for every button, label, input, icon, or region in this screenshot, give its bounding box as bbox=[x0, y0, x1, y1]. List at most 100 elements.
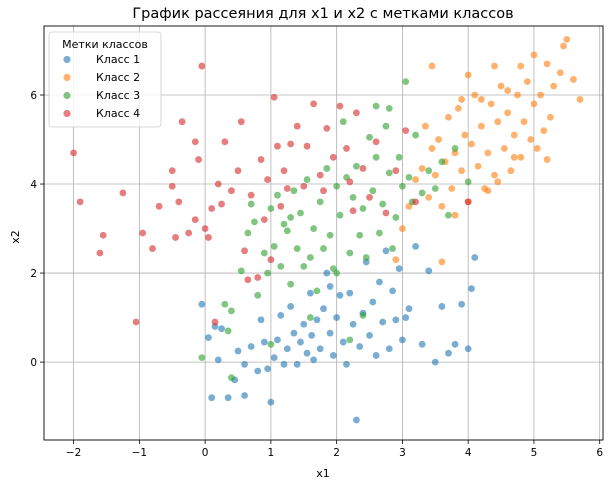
data-point bbox=[461, 131, 469, 139]
data-point bbox=[349, 193, 357, 201]
data-point bbox=[99, 231, 107, 239]
data-point bbox=[504, 87, 512, 94]
data-point bbox=[382, 122, 390, 130]
x-tick-label: 1 bbox=[268, 447, 275, 459]
data-point bbox=[474, 162, 482, 170]
data-point bbox=[385, 169, 393, 177]
data-point bbox=[418, 340, 426, 348]
data-point bbox=[241, 247, 248, 255]
data-point bbox=[300, 262, 308, 270]
data-point bbox=[277, 311, 285, 319]
legend-box bbox=[48, 31, 162, 128]
data-point bbox=[228, 374, 235, 382]
data-point bbox=[445, 349, 452, 357]
data-point bbox=[412, 176, 419, 183]
data-point bbox=[471, 254, 479, 261]
data-point bbox=[297, 338, 304, 346]
data-point bbox=[316, 345, 324, 353]
data-point bbox=[287, 280, 295, 288]
data-point bbox=[346, 249, 354, 257]
data-point bbox=[399, 225, 406, 232]
data-point bbox=[218, 325, 225, 333]
data-point bbox=[497, 82, 505, 90]
data-point bbox=[464, 178, 472, 186]
data-point bbox=[277, 262, 285, 270]
data-point bbox=[507, 167, 515, 175]
data-point bbox=[205, 334, 212, 342]
data-point bbox=[395, 265, 403, 273]
data-point bbox=[257, 316, 265, 324]
data-point bbox=[300, 320, 308, 328]
data-point bbox=[320, 305, 327, 313]
data-point bbox=[175, 198, 183, 206]
data-point bbox=[264, 365, 271, 373]
data-point bbox=[333, 314, 341, 321]
data-point bbox=[270, 93, 278, 101]
data-point bbox=[484, 149, 492, 157]
data-point bbox=[438, 303, 446, 310]
data-point bbox=[339, 118, 347, 126]
data-point bbox=[76, 198, 84, 206]
data-point bbox=[234, 167, 242, 175]
data-point bbox=[277, 202, 285, 210]
data-point bbox=[471, 91, 479, 99]
data-point bbox=[366, 331, 373, 339]
data-point bbox=[343, 360, 350, 368]
data-point bbox=[221, 300, 229, 308]
data-point bbox=[418, 165, 426, 172]
data-point bbox=[244, 229, 252, 237]
data-point bbox=[428, 62, 436, 70]
data-point bbox=[234, 347, 242, 355]
data-point bbox=[372, 102, 380, 110]
data-point bbox=[438, 258, 446, 266]
data-point bbox=[293, 360, 301, 368]
data-point bbox=[257, 156, 265, 163]
data-point bbox=[70, 149, 77, 157]
data-point bbox=[392, 167, 400, 175]
data-point bbox=[326, 231, 334, 239]
data-point bbox=[412, 242, 419, 250]
data-point bbox=[224, 327, 232, 335]
data-point bbox=[500, 145, 508, 152]
data-point bbox=[293, 122, 301, 130]
data-point bbox=[254, 367, 262, 375]
data-point bbox=[352, 416, 360, 424]
data-point bbox=[313, 287, 321, 295]
data-point bbox=[303, 176, 311, 183]
data-point bbox=[247, 343, 255, 350]
data-point bbox=[369, 187, 377, 195]
data-point bbox=[339, 338, 347, 346]
data-point bbox=[191, 216, 199, 224]
data-point bbox=[520, 118, 528, 126]
data-point bbox=[556, 69, 564, 77]
legend-label: Класс 4 bbox=[96, 107, 140, 120]
data-point bbox=[438, 158, 446, 166]
data-point bbox=[267, 256, 275, 264]
data-point bbox=[510, 153, 518, 161]
data-point bbox=[214, 356, 222, 364]
data-point bbox=[389, 245, 396, 252]
data-point bbox=[366, 133, 373, 141]
data-point bbox=[247, 200, 255, 208]
data-point bbox=[274, 142, 281, 150]
data-point bbox=[237, 267, 245, 275]
data-point bbox=[431, 171, 439, 179]
data-point bbox=[198, 300, 206, 308]
data-point bbox=[379, 200, 387, 208]
data-point bbox=[168, 167, 176, 175]
data-point bbox=[274, 336, 281, 344]
data-point bbox=[477, 96, 485, 103]
data-point bbox=[451, 211, 459, 219]
x-tick-label: −2 bbox=[66, 447, 81, 459]
data-point bbox=[211, 318, 219, 326]
data-point bbox=[543, 156, 551, 163]
data-point bbox=[333, 269, 341, 277]
data-point bbox=[517, 62, 525, 70]
data-point bbox=[270, 242, 278, 250]
data-point bbox=[418, 189, 426, 197]
data-point bbox=[431, 358, 439, 366]
data-point bbox=[458, 96, 466, 103]
data-point bbox=[537, 91, 544, 99]
